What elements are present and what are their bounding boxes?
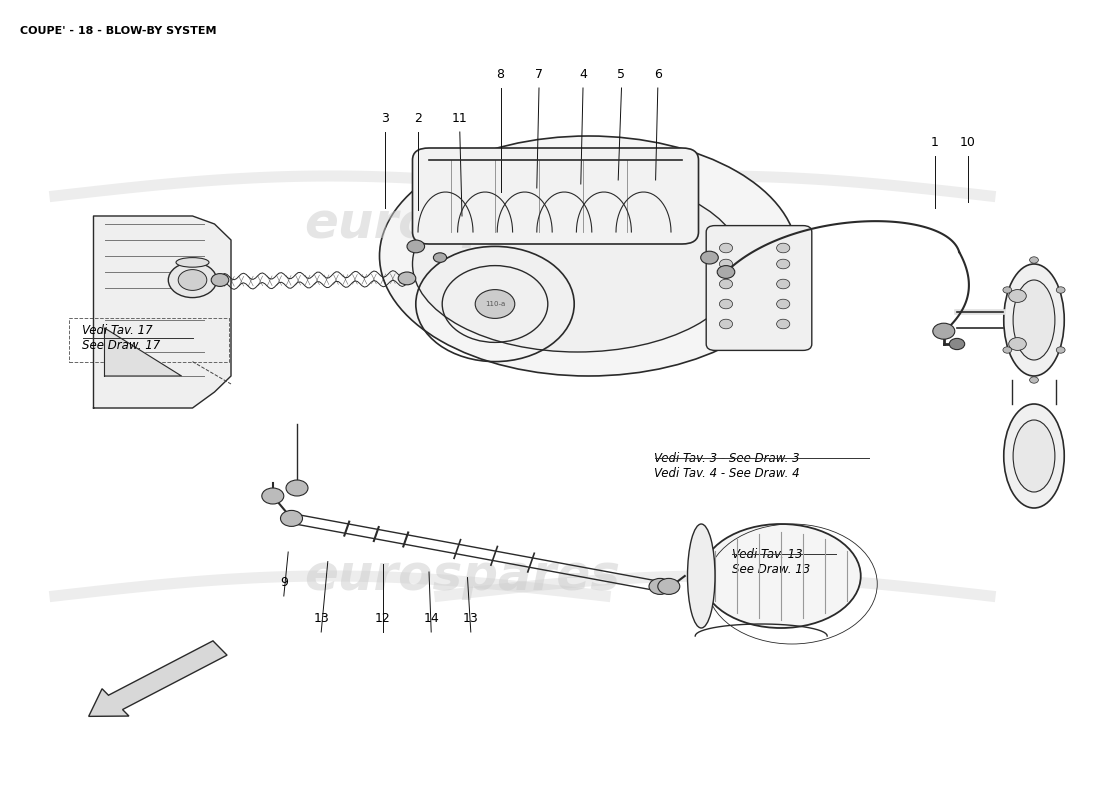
Circle shape — [433, 253, 447, 262]
Text: eurospares: eurospares — [304, 200, 620, 248]
Circle shape — [719, 259, 733, 269]
Circle shape — [1056, 347, 1065, 354]
Circle shape — [717, 266, 735, 278]
Circle shape — [280, 510, 302, 526]
Circle shape — [719, 279, 733, 289]
Circle shape — [211, 274, 229, 286]
Ellipse shape — [412, 176, 742, 352]
Polygon shape — [94, 216, 231, 408]
Text: 10: 10 — [960, 136, 976, 149]
Text: Vedi Tav. 3 - See Draw. 3
Vedi Tav. 4 - See Draw. 4: Vedi Tav. 3 - See Draw. 3 Vedi Tav. 4 - … — [654, 452, 800, 480]
Text: 13: 13 — [314, 612, 329, 625]
Ellipse shape — [1003, 264, 1065, 376]
Circle shape — [949, 338, 965, 350]
Text: 110-a: 110-a — [485, 301, 505, 307]
Text: eurospares: eurospares — [304, 552, 620, 600]
Circle shape — [777, 299, 790, 309]
Circle shape — [1003, 287, 1012, 294]
Text: 3: 3 — [381, 112, 389, 125]
Circle shape — [777, 319, 790, 329]
Text: 7: 7 — [535, 68, 543, 81]
Text: 12: 12 — [375, 612, 390, 625]
Ellipse shape — [688, 524, 715, 628]
Circle shape — [777, 279, 790, 289]
Text: 11: 11 — [452, 112, 468, 125]
Polygon shape — [104, 328, 182, 376]
Circle shape — [777, 259, 790, 269]
Circle shape — [178, 270, 207, 290]
Circle shape — [1030, 257, 1038, 263]
Circle shape — [398, 272, 416, 285]
Circle shape — [719, 319, 733, 329]
Text: COUPE' - 18 - BLOW-BY SYSTEM: COUPE' - 18 - BLOW-BY SYSTEM — [20, 26, 217, 35]
Ellipse shape — [1013, 280, 1055, 360]
FancyBboxPatch shape — [706, 226, 812, 350]
Text: 8: 8 — [496, 68, 505, 81]
Text: 13: 13 — [463, 612, 478, 625]
Ellipse shape — [1013, 420, 1055, 492]
Text: 4: 4 — [579, 68, 587, 81]
Circle shape — [777, 243, 790, 253]
FancyArrow shape — [89, 641, 227, 716]
Text: 1: 1 — [931, 136, 939, 149]
FancyBboxPatch shape — [412, 148, 698, 244]
Circle shape — [475, 290, 515, 318]
Ellipse shape — [176, 258, 209, 267]
Text: Vedi Tav. 17
See Draw. 17: Vedi Tav. 17 See Draw. 17 — [82, 324, 161, 352]
Circle shape — [286, 480, 308, 496]
Circle shape — [719, 243, 733, 253]
Ellipse shape — [1003, 404, 1065, 508]
Circle shape — [1056, 287, 1065, 294]
Ellipse shape — [379, 136, 798, 376]
Text: 6: 6 — [653, 68, 662, 81]
Circle shape — [649, 578, 671, 594]
Circle shape — [701, 251, 718, 264]
Text: 9: 9 — [279, 576, 288, 589]
Circle shape — [1009, 338, 1026, 350]
Circle shape — [1030, 377, 1038, 383]
Circle shape — [407, 240, 425, 253]
Text: 14: 14 — [424, 612, 439, 625]
Circle shape — [1003, 347, 1012, 354]
Circle shape — [1009, 290, 1026, 302]
Text: 5: 5 — [617, 68, 626, 81]
Circle shape — [719, 299, 733, 309]
Circle shape — [262, 488, 284, 504]
Text: Vedi Tav. 13
See Draw. 13: Vedi Tav. 13 See Draw. 13 — [732, 548, 810, 576]
Circle shape — [658, 578, 680, 594]
Circle shape — [933, 323, 955, 339]
Text: 2: 2 — [414, 112, 422, 125]
Ellipse shape — [702, 524, 860, 628]
Circle shape — [168, 262, 217, 298]
